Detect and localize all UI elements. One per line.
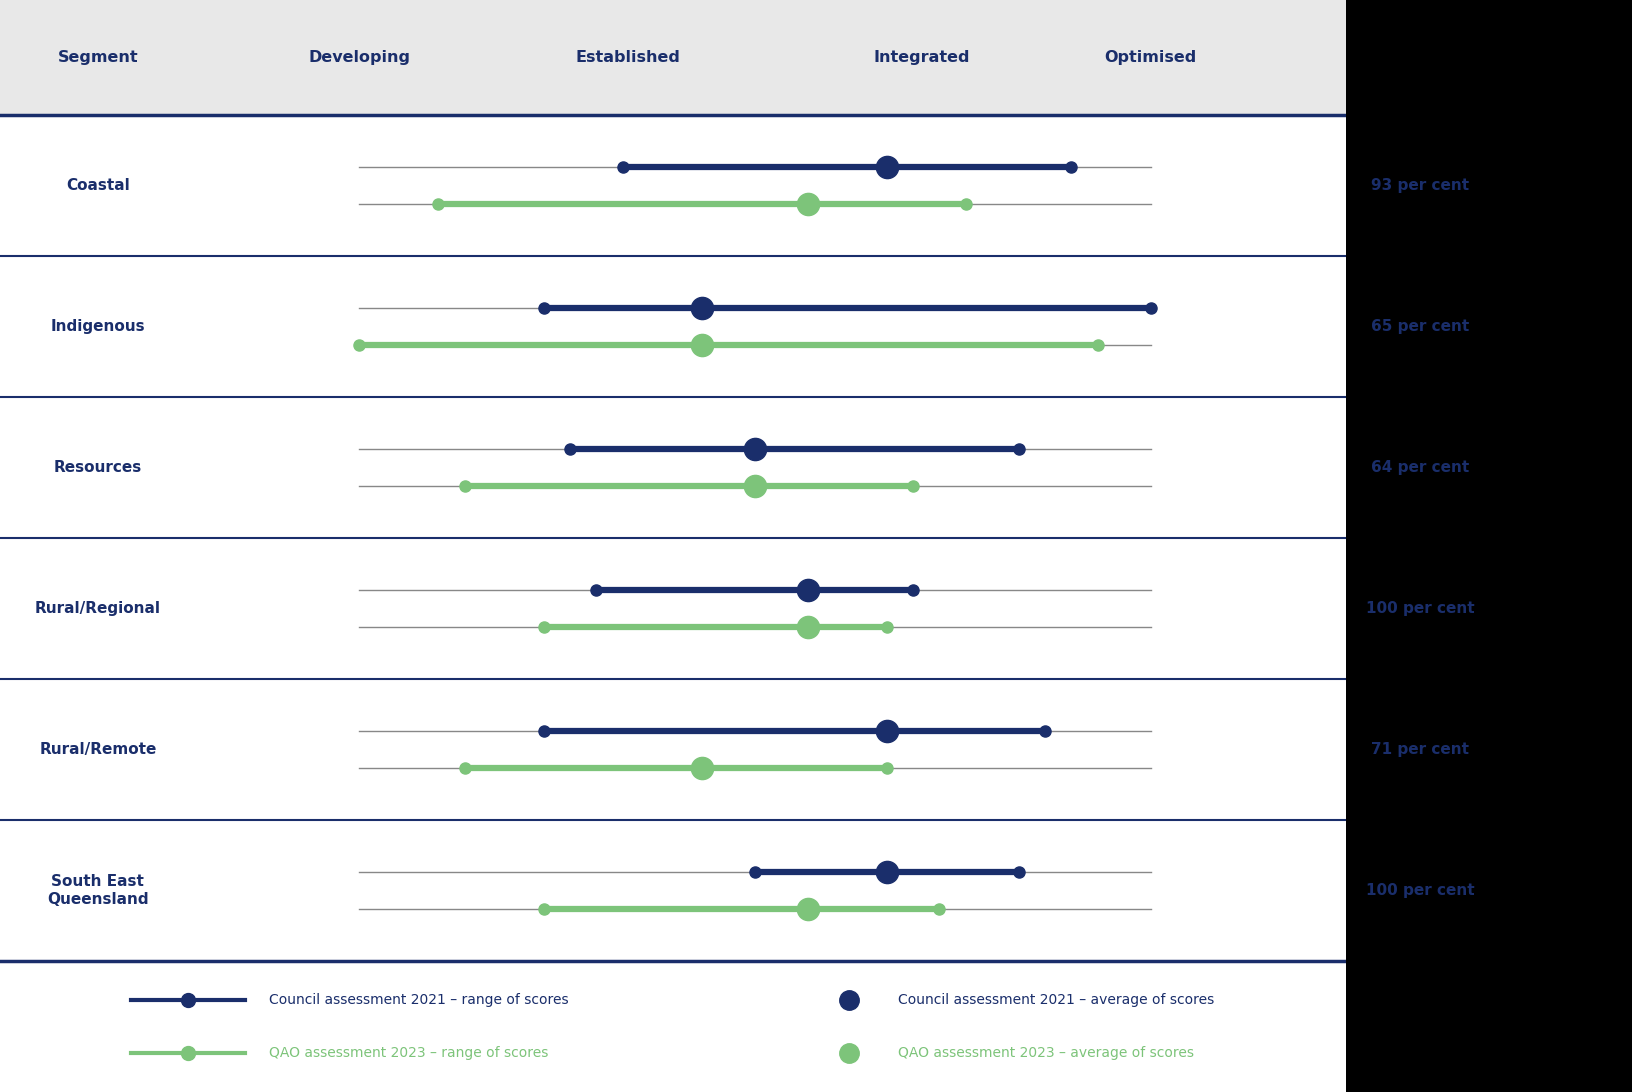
Text: Integrated: Integrated: [873, 50, 971, 64]
Text: Rural/Regional: Rural/Regional: [34, 601, 162, 616]
Text: Resources: Resources: [54, 460, 142, 475]
Text: Optimised: Optimised: [1105, 50, 1196, 64]
Text: South East
Queensland: South East Queensland: [47, 875, 149, 906]
Text: Segment: Segment: [57, 50, 139, 64]
Text: 65 per cent: 65 per cent: [1371, 319, 1469, 334]
Text: Achieved: Achieved: [1379, 13, 1461, 28]
Text: Council assessment 2021 – range of scores: Council assessment 2021 – range of score…: [269, 994, 570, 1007]
Text: Developing: Developing: [308, 50, 410, 64]
Text: 64 per cent: 64 per cent: [1371, 460, 1469, 475]
Text: Council assessment 2021 – average of scores: Council assessment 2021 – average of sco…: [898, 994, 1214, 1007]
Text: 100 per cent: 100 per cent: [1366, 883, 1474, 898]
Text: Indigenous: Indigenous: [51, 319, 145, 334]
Text: 100 per cent: 100 per cent: [1366, 601, 1474, 616]
Bar: [0, 0, 1346, 115]
Text: Coastal: Coastal: [65, 178, 131, 192]
Text: 31 October: 31 October: [1369, 50, 1470, 64]
Text: 71 per cent: 71 per cent: [1371, 741, 1469, 757]
Text: QAO assessment 2023 – range of scores: QAO assessment 2023 – range of scores: [269, 1046, 548, 1059]
Text: 93 per cent: 93 per cent: [1371, 178, 1469, 192]
Text: certifcation¹: certifcation¹: [1364, 86, 1475, 102]
Text: Rural/Remote: Rural/Remote: [39, 741, 157, 757]
Bar: [1346, 0, 1632, 1092]
Text: Established: Established: [576, 50, 681, 64]
Text: QAO assessment 2023 – average of scores: QAO assessment 2023 – average of scores: [898, 1046, 1193, 1059]
